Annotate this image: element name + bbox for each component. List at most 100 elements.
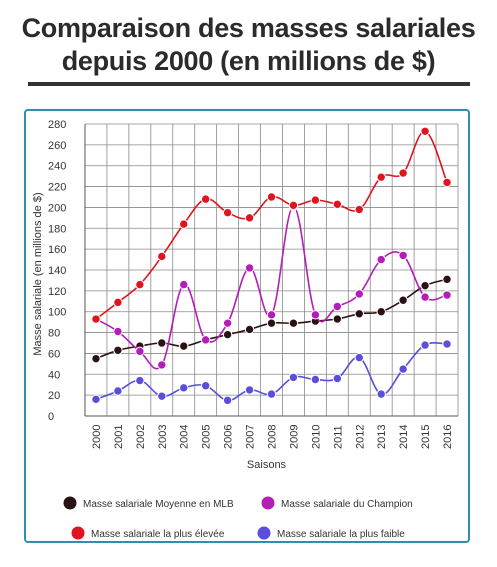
y-tick-label: 120 bbox=[48, 286, 66, 298]
x-tick-label: 2015 bbox=[420, 425, 432, 449]
data-point[interactable] bbox=[200, 194, 211, 204]
data-point[interactable] bbox=[288, 372, 299, 383]
data-point[interactable] bbox=[354, 309, 364, 319]
x-tick-label: 2014 bbox=[398, 425, 410, 449]
data-point[interactable] bbox=[157, 391, 167, 401]
legend-item[interactable]: Masse salariale du Champion bbox=[261, 496, 413, 511]
data-point[interactable] bbox=[442, 290, 452, 300]
data-point[interactable] bbox=[420, 340, 430, 350]
data-point[interactable] bbox=[442, 339, 452, 349]
data-point[interactable] bbox=[113, 326, 123, 337]
data-point[interactable] bbox=[244, 385, 255, 395]
y-tick-label: 280 bbox=[48, 119, 66, 131]
legend-item[interactable]: Masse salariale la plus faible bbox=[257, 526, 406, 541]
x-tick-label: 2009 bbox=[288, 425, 300, 449]
data-point[interactable] bbox=[244, 263, 255, 273]
data-point[interactable] bbox=[91, 353, 101, 364]
y-tick-label: 160 bbox=[48, 244, 66, 256]
data-point[interactable] bbox=[179, 219, 189, 229]
y-tick-label: 100 bbox=[48, 307, 66, 319]
data-point[interactable] bbox=[420, 126, 430, 136]
chart-legend: Masse salariale Moyenne en MLB Masse sala… bbox=[63, 496, 413, 541]
data-point[interactable] bbox=[222, 329, 233, 340]
data-point[interactable] bbox=[398, 250, 408, 261]
data-point[interactable] bbox=[354, 289, 364, 299]
series-3 bbox=[91, 339, 452, 406]
data-point[interactable] bbox=[442, 177, 452, 188]
data-point[interactable] bbox=[376, 389, 386, 399]
chart-title-line-1: Comparaison des masses salariales bbox=[21, 13, 476, 43]
data-point[interactable] bbox=[113, 386, 123, 396]
data-point[interactable] bbox=[310, 195, 321, 205]
data-point[interactable] bbox=[376, 172, 386, 182]
data-point[interactable] bbox=[420, 292, 430, 302]
chart-grid bbox=[84, 123, 459, 417]
data-point[interactable] bbox=[288, 200, 299, 211]
data-point[interactable] bbox=[200, 381, 211, 391]
data-point[interactable] bbox=[398, 295, 408, 305]
data-point[interactable] bbox=[91, 314, 101, 324]
data-point[interactable] bbox=[376, 254, 386, 265]
data-point[interactable] bbox=[420, 280, 430, 291]
data-point[interactable] bbox=[398, 168, 408, 178]
data-point[interactable] bbox=[113, 297, 123, 308]
data-point[interactable] bbox=[244, 213, 255, 223]
x-tick-label: 2002 bbox=[135, 425, 147, 449]
data-point[interactable] bbox=[135, 375, 145, 386]
data-point[interactable] bbox=[179, 383, 189, 393]
data-point[interactable] bbox=[332, 314, 343, 324]
data-point[interactable] bbox=[222, 318, 233, 328]
x-axis-ticks: 2000 2001 2002 2003 2004 2005 2006 2007 2008 2009… bbox=[91, 425, 454, 449]
x-tick-label: 2008 bbox=[267, 425, 279, 449]
data-point[interactable] bbox=[376, 307, 386, 317]
x-tick-label: 2007 bbox=[245, 425, 257, 449]
x-axis-title: Saisons bbox=[247, 459, 287, 471]
data-point[interactable] bbox=[157, 251, 167, 262]
y-tick-label: 80 bbox=[48, 328, 60, 340]
data-point[interactable] bbox=[332, 373, 343, 384]
data-point[interactable] bbox=[157, 360, 167, 370]
legend-label: Masse salariale la plus faible bbox=[277, 529, 405, 540]
y-tick-label: 240 bbox=[48, 161, 66, 173]
data-point[interactable] bbox=[113, 345, 123, 356]
data-point[interactable] bbox=[288, 318, 299, 328]
data-point[interactable] bbox=[332, 301, 343, 312]
x-tick-label: 2013 bbox=[376, 425, 388, 449]
x-tick-label: 2004 bbox=[179, 425, 191, 449]
data-point[interactable] bbox=[135, 279, 145, 290]
legend-item[interactable]: Masse salariale la plus élevée bbox=[71, 526, 225, 541]
data-point[interactable] bbox=[91, 394, 101, 405]
data-point[interactable] bbox=[135, 346, 145, 357]
x-tick-label: 2011 bbox=[332, 425, 344, 449]
series-1 bbox=[91, 201, 452, 370]
x-tick-label: 2012 bbox=[354, 425, 366, 449]
x-tick-label: 2006 bbox=[223, 425, 235, 449]
data-point[interactable] bbox=[222, 395, 233, 406]
data-point[interactable] bbox=[310, 374, 321, 385]
data-point[interactable] bbox=[310, 310, 321, 320]
data-point[interactable] bbox=[266, 318, 277, 328]
x-tick-label: 2003 bbox=[157, 425, 169, 449]
data-point[interactable] bbox=[354, 352, 364, 363]
y-tick-label: 0 bbox=[48, 411, 54, 423]
data-point[interactable] bbox=[354, 204, 364, 215]
legend-label: Masse salariale la plus élevée bbox=[91, 529, 225, 540]
data-point[interactable] bbox=[442, 274, 452, 285]
legend-swatch bbox=[261, 496, 275, 510]
data-point[interactable] bbox=[332, 199, 343, 210]
data-point[interactable] bbox=[179, 279, 189, 290]
y-tick-label: 140 bbox=[48, 265, 66, 277]
data-point[interactable] bbox=[398, 364, 408, 374]
y-tick-label: 20 bbox=[48, 390, 60, 402]
data-point[interactable] bbox=[266, 310, 277, 320]
data-point[interactable] bbox=[157, 338, 167, 348]
data-point[interactable] bbox=[222, 207, 233, 218]
legend-item[interactable]: Masse salariale Moyenne en MLB bbox=[63, 496, 234, 511]
data-point[interactable] bbox=[266, 192, 277, 202]
data-point[interactable] bbox=[179, 341, 189, 351]
data-point[interactable] bbox=[200, 335, 211, 345]
y-tick-label: 200 bbox=[48, 202, 66, 214]
data-point[interactable] bbox=[244, 324, 255, 335]
data-point[interactable] bbox=[266, 389, 277, 399]
y-tick-label: 260 bbox=[48, 140, 66, 152]
